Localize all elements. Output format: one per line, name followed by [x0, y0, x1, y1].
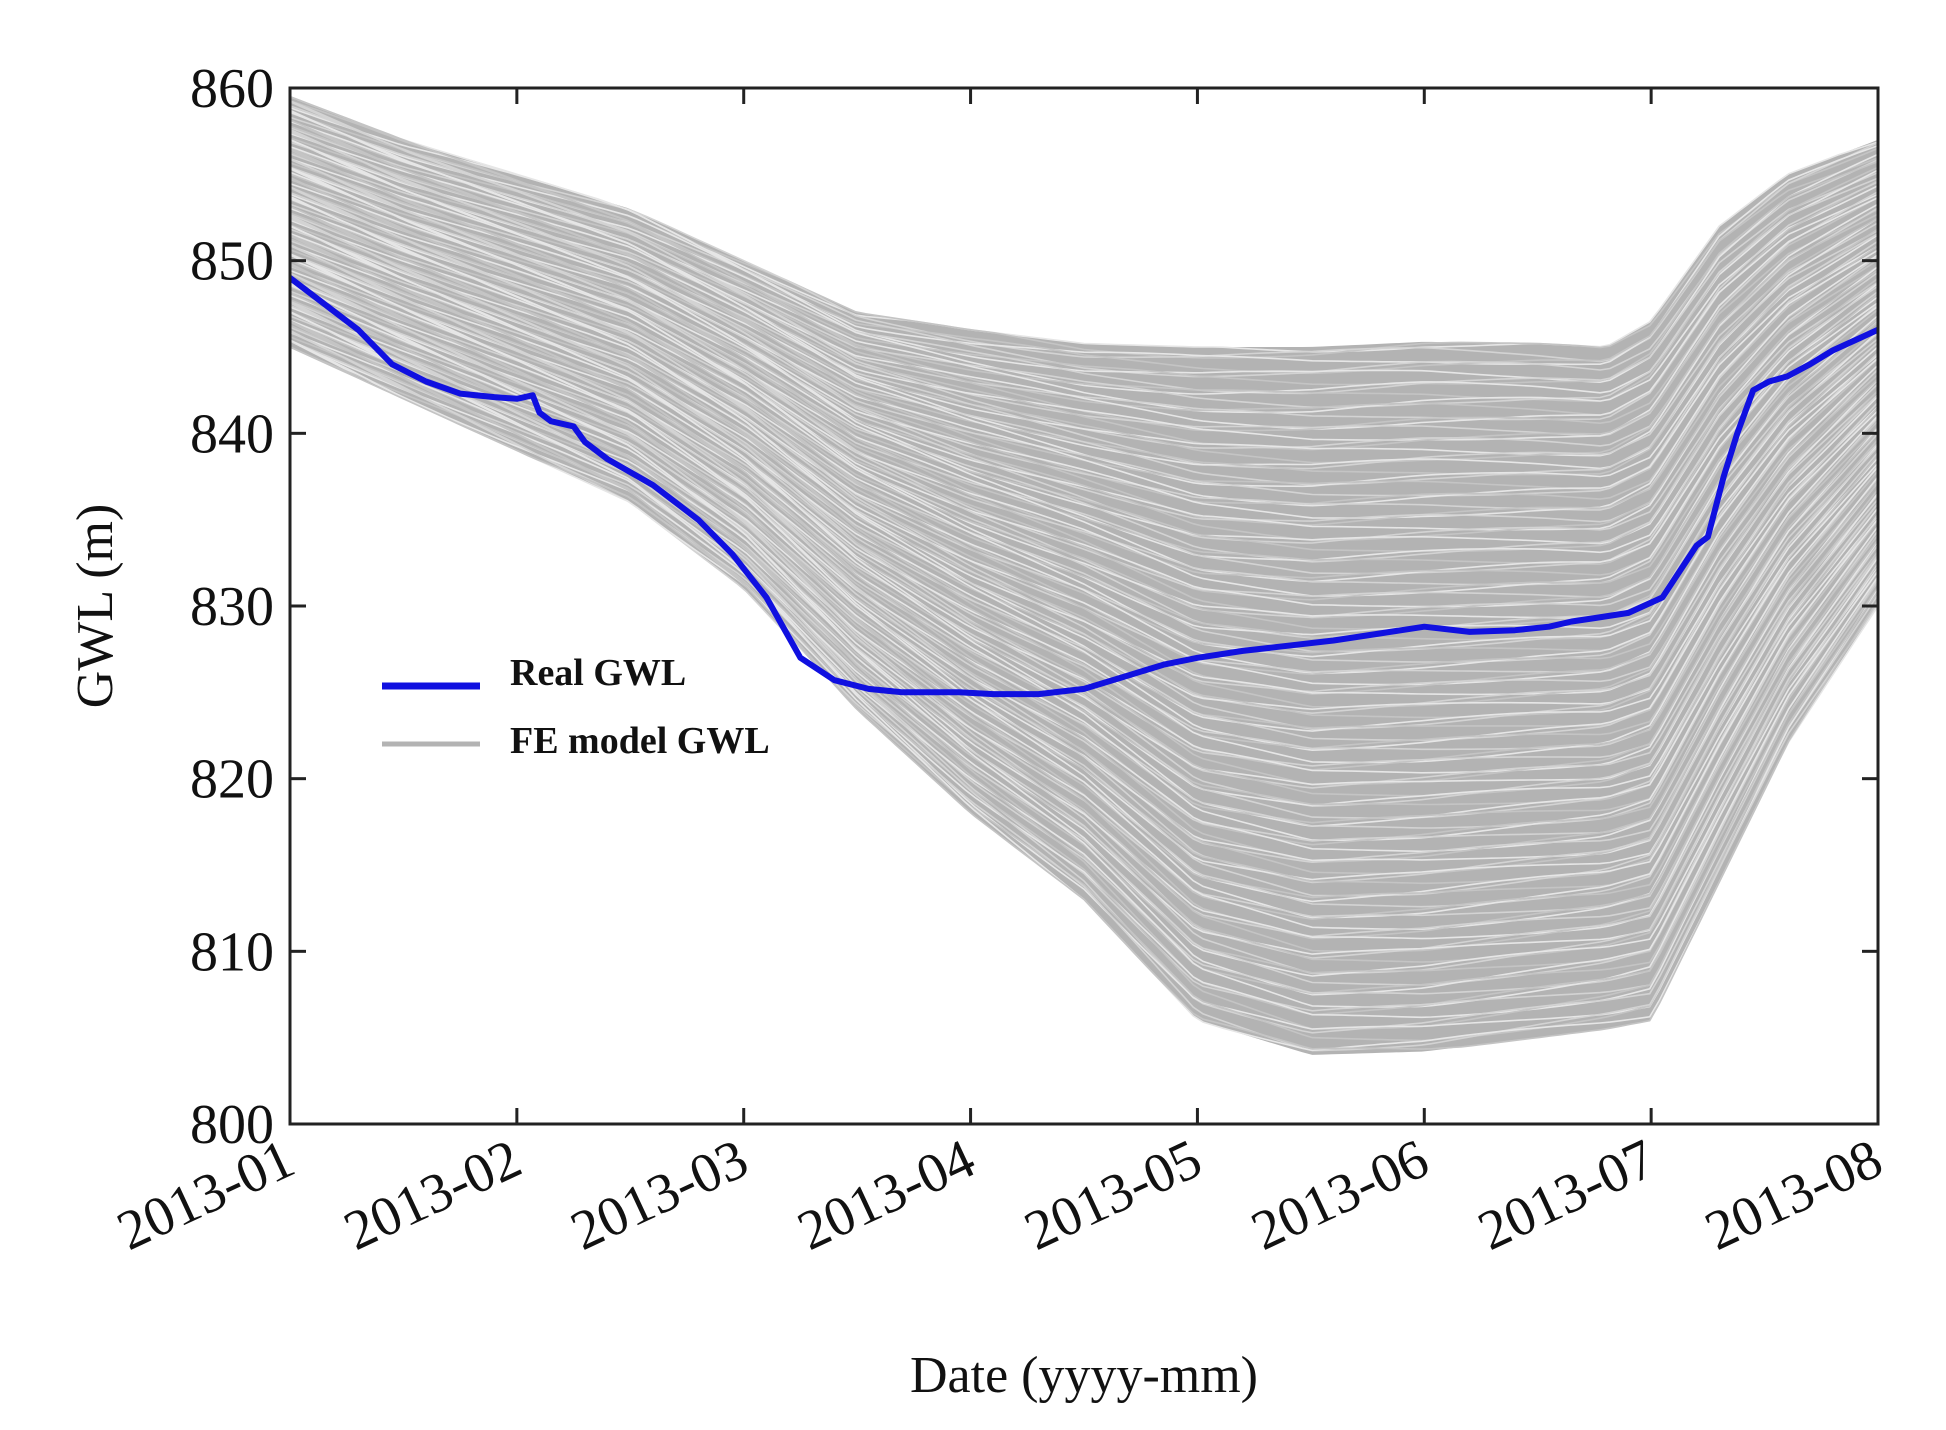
fe-model-line — [290, 193, 1878, 608]
fe-model-line — [290, 273, 1878, 863]
fe-model-line — [290, 346, 1878, 1042]
fe-model-line — [290, 166, 1878, 531]
fe-model-line — [290, 269, 1878, 842]
legend-label-real-gwl: Real GWL — [510, 652, 686, 694]
fe-model-line — [290, 306, 1878, 931]
legend-label-fe-model-gwl: FE model GWL — [510, 720, 770, 762]
fe-model-line — [290, 225, 1878, 732]
real-gwl-series — [290, 274, 1878, 698]
y-tick-label: 820 — [190, 749, 274, 811]
fe-model-line — [290, 101, 1878, 363]
fe-model-line — [290, 130, 1878, 437]
fe-model-line — [290, 263, 1878, 806]
fe-model-line — [290, 219, 1878, 686]
fe-model-line — [290, 203, 1878, 653]
fe-model-line — [290, 239, 1878, 741]
fe-model-line — [290, 336, 1878, 1030]
y-tick-label: 860 — [190, 58, 274, 120]
fe-model-line — [290, 346, 1878, 1050]
fe-model-line — [290, 260, 1878, 797]
fe-model-line — [290, 244, 1878, 764]
fe-model-line — [290, 311, 1878, 977]
fe-model-line — [290, 224, 1878, 708]
x-tick-label: 2013-05 — [1016, 1128, 1211, 1263]
fe-model-line — [290, 187, 1878, 598]
fe-model-line — [290, 339, 1878, 1019]
x-tick-label: 2013-04 — [789, 1128, 984, 1263]
y-tick-label: 840 — [190, 403, 274, 465]
fe-model-line — [290, 116, 1878, 409]
fe-model-line — [290, 137, 1878, 464]
fe-model-line — [290, 228, 1878, 731]
fe-model-line — [290, 126, 1878, 421]
x-tick-label: 2013-02 — [335, 1128, 530, 1263]
fe-model-line — [290, 254, 1878, 786]
fe-model-line — [290, 290, 1878, 897]
fe-model-line — [290, 153, 1878, 497]
fe-model-envelope — [290, 95, 1878, 1055]
fe-model-line — [290, 186, 1878, 586]
fe-model-line — [290, 141, 1878, 486]
fe-model-line — [290, 340, 1878, 1030]
legend: Real GWL FE model GWL — [382, 652, 770, 762]
fe-model-line — [290, 326, 1878, 986]
fe-model-line — [290, 157, 1878, 519]
fe-model-line — [290, 173, 1878, 552]
y-axis: 800 810 820 830 840 850 860 — [190, 58, 1878, 1156]
y-tick-label: 810 — [190, 921, 274, 983]
y-tick-label: 830 — [190, 576, 274, 638]
x-tick-label: 2013-03 — [562, 1128, 757, 1263]
fe-model-line — [290, 280, 1878, 853]
x-tick-label: 2013-07 — [1469, 1128, 1664, 1263]
fe-model-line — [290, 162, 1878, 542]
fe-model-line — [290, 285, 1878, 875]
x-axis-title: Date (yyyy-mm) — [910, 1347, 1258, 1404]
y-axis-title: GWL (m) — [67, 504, 124, 709]
fe-model-line — [290, 294, 1878, 919]
fe-model-line — [290, 340, 1878, 1052]
fe-model-line — [290, 249, 1878, 786]
fe-model-line — [290, 182, 1878, 597]
fe-model-line — [290, 253, 1878, 774]
y-tick-label: 850 — [190, 231, 274, 293]
fe-model-line — [290, 321, 1878, 974]
x-tick-label: 2013-08 — [1696, 1128, 1891, 1263]
y-tick-label: 800 — [190, 1094, 274, 1156]
fe-model-line — [290, 168, 1878, 545]
fe-model-line — [290, 330, 1878, 995]
fe-model-line — [290, 177, 1878, 565]
fe-model-line — [290, 110, 1878, 384]
real-gwl-line — [290, 274, 1878, 698]
fe-model-line — [290, 315, 1878, 975]
fe-model-line — [290, 106, 1878, 366]
x-tick-label: 2013-06 — [1242, 1128, 1437, 1263]
fe-model-line — [290, 207, 1878, 675]
fe-model-line — [290, 158, 1878, 544]
